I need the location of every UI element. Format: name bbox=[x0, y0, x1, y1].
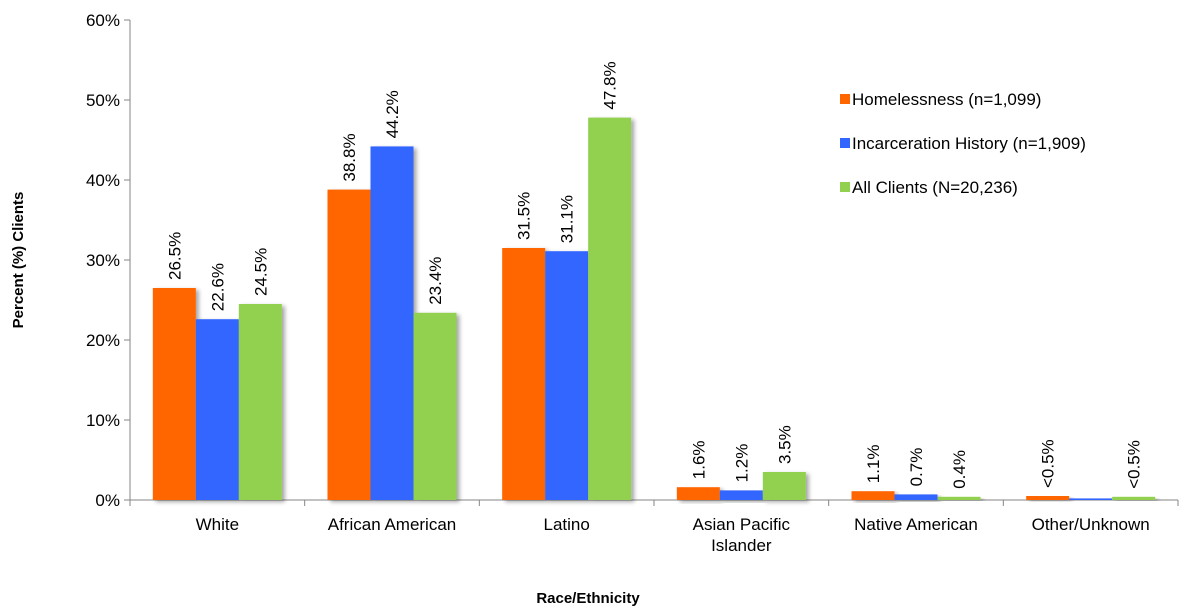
bar bbox=[545, 251, 589, 500]
data-label: 3.5% bbox=[775, 425, 794, 464]
x-tick-label: Native American bbox=[854, 515, 978, 534]
data-label: <0.5% bbox=[1039, 439, 1058, 488]
x-tick-label: Asian Pacific Islander bbox=[693, 515, 791, 555]
x-tick-label-line: Native American bbox=[854, 515, 978, 534]
y-tick-label: 50% bbox=[86, 91, 120, 110]
bar bbox=[195, 319, 239, 500]
data-label: 38.8% bbox=[340, 133, 359, 181]
bar bbox=[502, 248, 546, 500]
data-label: 1.6% bbox=[689, 440, 708, 479]
x-axis-title: Race/Ethnicity bbox=[536, 590, 640, 607]
bar bbox=[762, 472, 806, 500]
x-tick-label: Other/Unknown bbox=[1032, 515, 1150, 534]
data-label: 24.5% bbox=[251, 248, 270, 296]
data-label: 26.5% bbox=[165, 232, 184, 280]
y-tick-label: 60% bbox=[86, 11, 120, 30]
data-label: 22.6% bbox=[208, 263, 227, 311]
plot-area: 0% 10% 20% 30% 40% 50% 60% White African America… bbox=[86, 11, 1179, 555]
x-tick-label: African American bbox=[328, 515, 457, 534]
bar bbox=[370, 146, 414, 500]
bar bbox=[1069, 498, 1113, 500]
x-tick-label-line: Latino bbox=[544, 515, 590, 534]
data-label: 47.8% bbox=[601, 61, 620, 109]
y-tick-label: 0% bbox=[95, 491, 120, 510]
x-tick-label-line: Other/Unknown bbox=[1032, 515, 1150, 534]
legend-swatch bbox=[840, 94, 850, 104]
bar bbox=[1112, 496, 1156, 500]
x-tick-label: White bbox=[196, 515, 239, 534]
x-tick-label-line: Asian Pacific bbox=[693, 515, 791, 534]
bar bbox=[413, 312, 457, 500]
bar bbox=[937, 496, 981, 500]
y-tick-label: 10% bbox=[86, 411, 120, 430]
x-tick-label-line: African American bbox=[328, 515, 457, 534]
bar bbox=[894, 494, 938, 500]
data-label: 31.1% bbox=[558, 195, 577, 243]
x-tick-label: Latino bbox=[544, 515, 590, 534]
y-tick-label: 30% bbox=[86, 251, 120, 270]
y-tick-label: 40% bbox=[86, 171, 120, 190]
bar bbox=[851, 491, 895, 500]
data-label: 1.1% bbox=[864, 444, 883, 483]
data-label: <0.5% bbox=[1125, 440, 1144, 489]
bar bbox=[588, 117, 632, 500]
bar bbox=[1026, 496, 1070, 500]
x-tick-label-line: White bbox=[196, 515, 239, 534]
legend-label: Homelessness (n=1,099) bbox=[852, 90, 1041, 109]
data-label: 31.5% bbox=[515, 192, 534, 240]
legend-swatch bbox=[840, 182, 850, 192]
data-label: 0.4% bbox=[950, 450, 969, 489]
bar bbox=[719, 490, 763, 500]
data-label: 1.2% bbox=[732, 444, 751, 483]
y-axis-title: Percent (%) Clients bbox=[10, 192, 27, 329]
bar bbox=[152, 288, 196, 500]
legend-swatch bbox=[840, 138, 850, 148]
data-label: 0.7% bbox=[907, 448, 926, 487]
x-tick-label-line: Islander bbox=[711, 536, 772, 555]
bar bbox=[238, 304, 282, 500]
data-label: 23.4% bbox=[426, 257, 445, 305]
data-label: 44.2% bbox=[383, 90, 402, 138]
bar bbox=[327, 189, 371, 500]
legend-label: All Clients (N=20,236) bbox=[852, 178, 1018, 197]
bar bbox=[676, 487, 720, 500]
y-tick-label: 20% bbox=[86, 331, 120, 350]
legend-label: Incarceration History (n=1,909) bbox=[852, 134, 1086, 153]
legend: Homelessness (n=1,099) Incarceration Hist… bbox=[840, 90, 1086, 197]
